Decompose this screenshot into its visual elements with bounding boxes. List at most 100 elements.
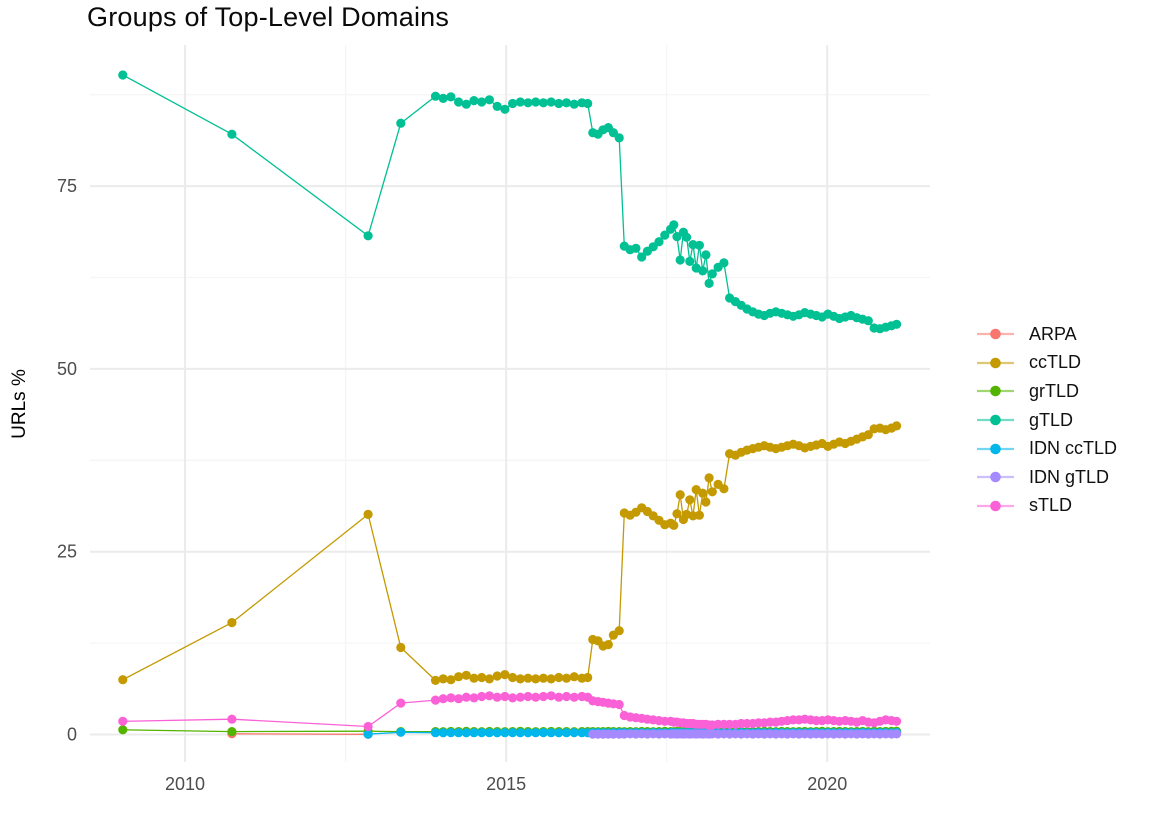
- data-point: [507, 672, 518, 683]
- series-IDN-gTLD: [588, 729, 902, 739]
- legend-key-icon: [977, 386, 1014, 397]
- data-point: [614, 133, 624, 143]
- data-point: [685, 256, 695, 266]
- data-point: [569, 99, 579, 109]
- data-point: [507, 728, 518, 738]
- data-point: [500, 691, 510, 702]
- grid-minor: [90, 45, 930, 762]
- data-point: [546, 691, 556, 701]
- data-point: [227, 727, 237, 737]
- data-point: [469, 673, 479, 683]
- y-axis-title: URLs %: [9, 369, 30, 439]
- data-point: [554, 728, 564, 738]
- data-point: [631, 243, 641, 253]
- legend-item-sTLD: sTLD: [977, 492, 1117, 521]
- data-point: [492, 728, 502, 738]
- data-point: [484, 728, 494, 738]
- data-point: [515, 728, 525, 738]
- data-point: [538, 673, 549, 683]
- data-point: [538, 691, 549, 702]
- legend-item-IDN-ccTLD: IDN ccTLD: [977, 434, 1117, 463]
- data-point: [469, 728, 479, 738]
- data-point: [719, 484, 729, 494]
- data-point: [363, 231, 373, 241]
- data-point: [637, 252, 647, 262]
- data-point: [363, 729, 373, 739]
- legend-item-gTLD: gTLD: [977, 406, 1117, 435]
- data-point: [523, 728, 533, 738]
- data-point: [454, 672, 464, 682]
- data-point: [469, 693, 479, 703]
- legend-label: ARPA: [1029, 323, 1077, 344]
- data-point: [446, 675, 456, 685]
- data-point: [446, 92, 456, 102]
- data-point: [701, 497, 711, 507]
- data-point: [477, 672, 487, 683]
- data-point: [669, 220, 679, 230]
- data-point: [363, 721, 373, 732]
- data-point: [454, 728, 464, 738]
- y-tick-label: 75: [57, 176, 77, 196]
- series-ccTLD: [118, 421, 902, 686]
- data-point: [118, 675, 128, 685]
- data-point: [500, 728, 510, 738]
- data-point: [660, 230, 670, 240]
- legend-key-icon: [977, 414, 1014, 426]
- data-point: [707, 269, 717, 279]
- data-point: [430, 675, 441, 686]
- data-point: [446, 728, 456, 738]
- data-point: [892, 421, 902, 431]
- data-point: [675, 255, 685, 265]
- data-point: [546, 674, 556, 684]
- data-point: [675, 490, 685, 500]
- data-point: [694, 510, 705, 520]
- data-point: [454, 694, 464, 704]
- data-point: [118, 725, 128, 735]
- y-tick-label: 0: [67, 725, 77, 745]
- data-point: [863, 316, 873, 326]
- data-point: [477, 691, 487, 702]
- data-point: [484, 95, 494, 105]
- data-point: [531, 674, 541, 684]
- data-point: [430, 695, 441, 705]
- legend-item-IDN-gTLD: IDN gTLD: [977, 463, 1117, 492]
- legend-key-icon: [977, 471, 1014, 483]
- series-sTLD: [118, 691, 902, 732]
- data-point: [492, 692, 502, 702]
- legend-key-icon: [977, 443, 1014, 454]
- data-point: [523, 691, 533, 702]
- data-point: [461, 99, 471, 109]
- data-point: [430, 91, 441, 101]
- data-point: [515, 692, 525, 702]
- legend-label: gTLD: [1029, 409, 1074, 430]
- data-point: [396, 727, 406, 737]
- data-point: [500, 670, 510, 680]
- data-point: [477, 97, 487, 107]
- data-point: [863, 430, 873, 440]
- data-point: [704, 278, 714, 288]
- legend-label: sTLD: [1029, 495, 1073, 516]
- axis-tick-labels: 2010 2015 2020 0 25 50 75: [57, 176, 847, 794]
- data-point: [892, 319, 902, 329]
- data-point: [477, 728, 487, 738]
- legend-key-icon: [977, 357, 1014, 369]
- data-point: [446, 693, 456, 703]
- data-point: [672, 232, 682, 242]
- data-point: [515, 97, 525, 107]
- data-point: [538, 98, 549, 108]
- data-point: [654, 237, 664, 247]
- data-point: [685, 495, 695, 505]
- data-point: [701, 250, 711, 260]
- data-point: [363, 509, 373, 519]
- data-point: [484, 691, 494, 701]
- data-point: [546, 97, 556, 107]
- data-point: [438, 728, 448, 738]
- data-point: [603, 640, 613, 650]
- data-point: [438, 694, 448, 704]
- legend-item-ccTLD: ccTLD: [977, 349, 1117, 378]
- data-point: [454, 97, 464, 107]
- data-point: [554, 672, 564, 683]
- data-point: [546, 728, 556, 738]
- data-point: [523, 98, 533, 108]
